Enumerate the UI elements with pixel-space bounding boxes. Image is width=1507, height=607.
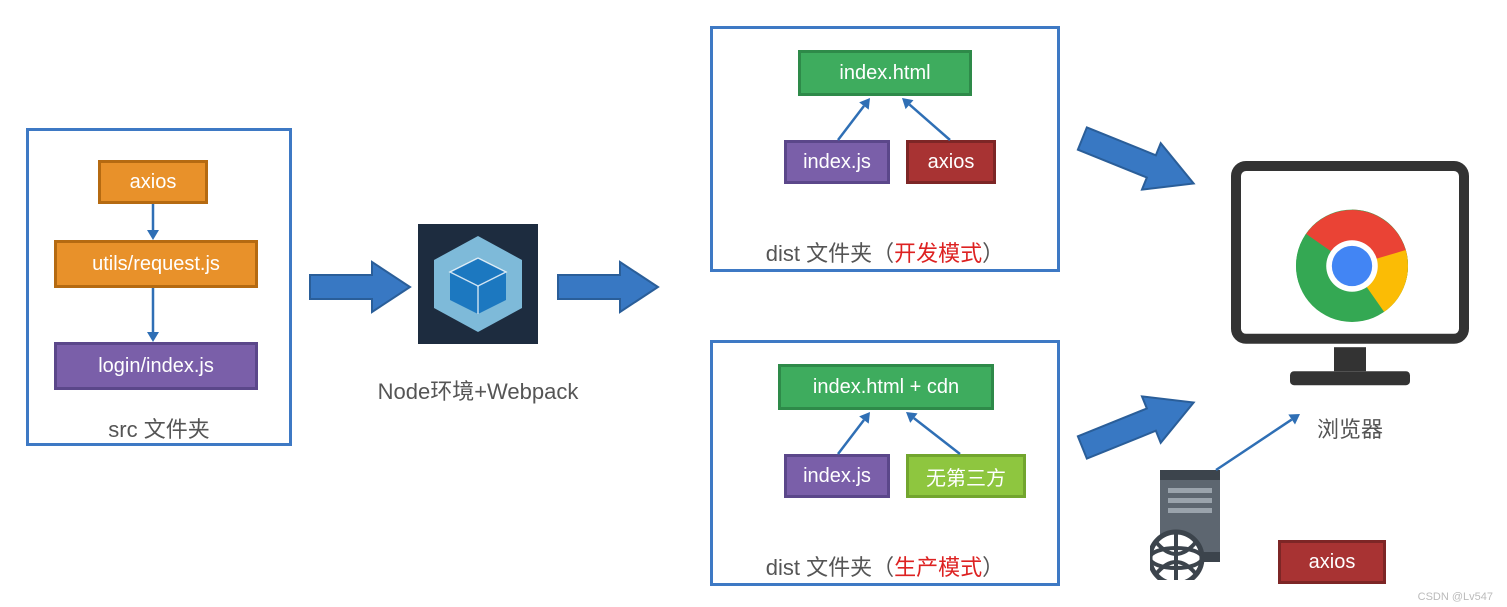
dev-join-arrow-right [890, 86, 962, 152]
src-caption: src 文件夹 [26, 412, 292, 444]
out-arrow-prod [1073, 379, 1203, 470]
src-node-utils-label: utils/request.js [92, 253, 220, 276]
src-down-arrow-2 [143, 288, 163, 346]
server-icon [1150, 470, 1240, 580]
src-node-login-label: login/index.js [98, 355, 214, 378]
dev-caption-suffix: ） [982, 241, 1004, 266]
prod-caption-mode: 生产模式 [894, 555, 982, 580]
watermark: CSDN @Lv547 [1418, 591, 1493, 603]
server-arrow [1204, 402, 1312, 482]
flow-arrow-2 [558, 262, 658, 312]
monitor-icon [1230, 160, 1470, 400]
src-down-arrow-1 [143, 204, 163, 244]
external-axios: axios [1278, 540, 1386, 584]
src-node-utils: utils/request.js [54, 240, 258, 288]
src-node-login: login/index.js [54, 342, 258, 390]
flow-arrow-1 [310, 262, 410, 312]
prod-caption-suffix: ） [982, 555, 1004, 580]
src-node-axios: axios [98, 160, 208, 204]
src-node-axios-label: axios [130, 171, 177, 194]
prod-node-indexhtml-label: index.html + cdn [813, 376, 959, 399]
prod-caption: dist 文件夹（生产模式） [710, 550, 1060, 582]
dev-node-indexhtml-label: index.html [839, 62, 930, 85]
webpack-caption: Node环境+Webpack [358, 374, 598, 406]
webpack-icon [418, 224, 538, 344]
dev-join-arrow-left [826, 86, 882, 152]
prod-caption-prefix: dist 文件夹（ [766, 555, 894, 580]
dev-caption: dist 文件夹（开发模式） [710, 236, 1060, 268]
prod-join-arrow-right [894, 400, 972, 466]
out-arrow-dev [1073, 115, 1203, 206]
dev-caption-mode: 开发模式 [894, 241, 982, 266]
dev-caption-prefix: dist 文件夹（ [766, 241, 894, 266]
external-axios-label: axios [1309, 551, 1356, 574]
prod-join-arrow-left [826, 400, 882, 466]
dev-node-indexjs-label: index.js [803, 151, 871, 174]
prod-node-indexjs-label: index.js [803, 465, 871, 488]
dev-node-axios-label: axios [928, 151, 975, 174]
